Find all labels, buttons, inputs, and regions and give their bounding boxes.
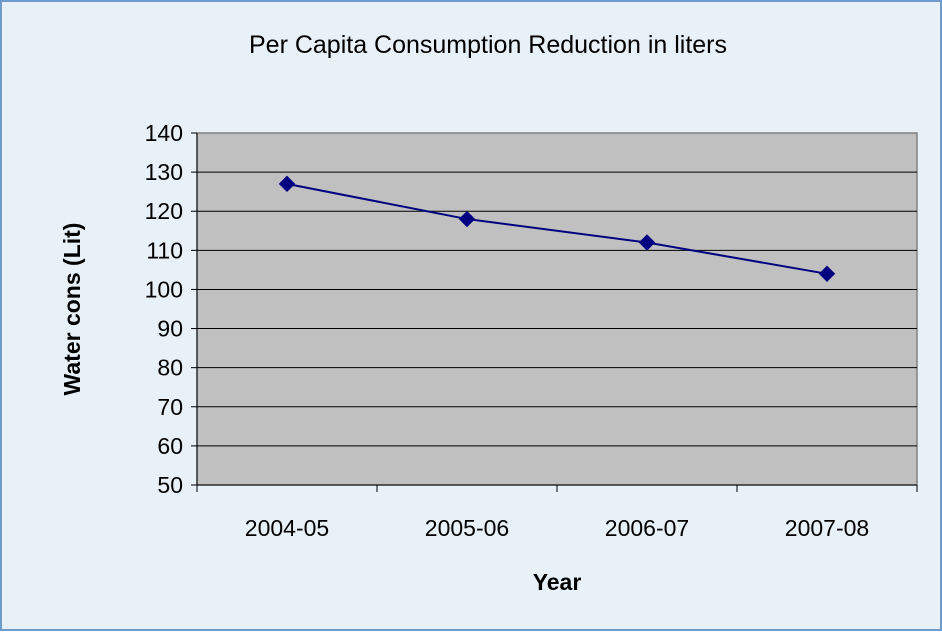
y-tick-label: 140 (145, 120, 183, 146)
y-tick-label: 120 (145, 198, 183, 224)
y-axis-label: Water cons (Lit) (59, 223, 85, 396)
chart-title: Per Capita Consumption Reduction in lite… (249, 31, 727, 59)
plot-area (196, 132, 918, 486)
y-tick-label: 80 (157, 355, 183, 381)
x-axis-ticks: 2004-05 2005-06 2006-07 2007-08 (196, 485, 918, 541)
x-tick-label: 2007-08 (785, 515, 869, 541)
x-tick-label: 2005-06 (425, 515, 509, 541)
y-tick-label: 130 (145, 159, 183, 185)
y-axis-ticks: 50 60 70 80 90 100 110 120 130 140 (145, 120, 197, 498)
x-axis-label: Year (533, 569, 582, 595)
gridlines (197, 171, 917, 447)
x-tick-label: 2006-07 (605, 515, 689, 541)
x-tick-label: 2004-05 (245, 515, 329, 541)
y-tick-label: 90 (157, 316, 183, 342)
y-tick-label: 110 (146, 237, 183, 263)
series-line (286, 182, 828, 275)
y-tick-label: 100 (145, 276, 183, 302)
data-point-marker (278, 175, 296, 193)
series-layer (278, 175, 836, 283)
data-point-marker (638, 234, 656, 251)
data-point-marker (458, 210, 476, 228)
y-tick-label: 60 (157, 433, 183, 459)
data-point-marker (818, 265, 836, 283)
y-tick-label: 70 (157, 394, 183, 420)
y-tick-label: 50 (157, 472, 183, 498)
